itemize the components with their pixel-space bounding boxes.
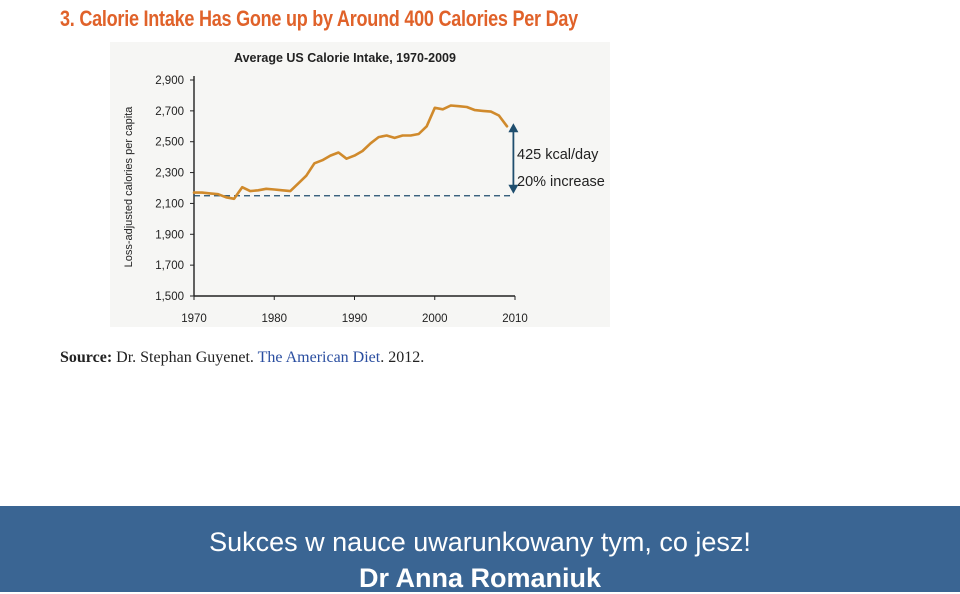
source-citation: Source: Dr. Stephan Guyenet. The America… <box>60 349 424 367</box>
footer-slogan: Sukces w nauce uwarunkowany tym, co jesz… <box>209 527 751 557</box>
annotation-percent: 20% increase <box>517 174 605 190</box>
data-point <box>313 162 316 165</box>
data-point <box>385 134 388 137</box>
data-point <box>273 188 276 191</box>
data-point <box>241 186 243 189</box>
data-point <box>361 150 364 152</box>
increase-arrow-head-up <box>508 123 519 133</box>
data-point <box>217 193 219 195</box>
x-tick-label: 2000 <box>422 313 448 325</box>
y-tick-label: 2,500 <box>155 137 184 149</box>
data-point <box>249 190 251 192</box>
x-tick-label: 1980 <box>261 313 287 325</box>
slide-headline: 3. Calorie Intake Has Gone up by Around … <box>60 6 578 31</box>
data-point <box>265 187 268 190</box>
data-point <box>193 191 195 194</box>
annotation-kcal: 425 kcal/day <box>517 147 599 163</box>
source-year: . 2012. <box>380 349 425 366</box>
data-point <box>506 125 508 128</box>
data-point <box>401 134 404 137</box>
x-tick-label: 2010 <box>502 313 528 325</box>
y-tick-label: 2,100 <box>155 198 184 210</box>
data-point <box>482 110 484 112</box>
data-point <box>353 154 356 157</box>
data-point <box>409 134 412 137</box>
data-point <box>393 137 396 139</box>
data-point <box>225 196 227 199</box>
data-point <box>257 189 259 192</box>
data-point <box>337 151 340 154</box>
data-point <box>369 142 372 145</box>
calorie-series-line <box>192 104 509 201</box>
source-title-link[interactable]: The American Diet <box>257 349 381 366</box>
data-point <box>466 106 468 108</box>
data-point <box>441 108 444 111</box>
y-tick-label: 2,300 <box>155 168 184 180</box>
chart-title: Average US Calorie Intake, 1970-2009 <box>234 51 456 65</box>
y-tick-label: 1,500 <box>155 291 184 303</box>
data-point <box>458 105 460 108</box>
data-point <box>490 110 492 113</box>
data-point <box>498 114 500 117</box>
source-author: Dr. Stephan Guyenet. <box>112 349 258 366</box>
footer-author: Dr Anna Romaniuk <box>358 563 602 593</box>
y-tick-label: 2,900 <box>155 75 184 87</box>
data-point <box>329 154 332 157</box>
calorie-line-chart: Average US Calorie Intake, 1970-2009 Los… <box>123 51 605 325</box>
data-point <box>425 125 428 128</box>
data-point <box>377 136 380 138</box>
data-point <box>289 190 292 192</box>
data-point <box>233 198 235 200</box>
x-tick-label: 1990 <box>342 313 368 325</box>
y-axis-label: Loss-adjusted calories per capita <box>123 106 135 268</box>
chart-panel: Average US Calorie Intake, 1970-2009 Los… <box>110 42 610 327</box>
data-point <box>209 192 211 195</box>
increase-arrow-head-down <box>508 184 519 194</box>
data-point <box>201 191 203 194</box>
data-point <box>281 189 284 192</box>
data-point <box>297 182 300 185</box>
y-tick-label: 2,700 <box>155 106 184 118</box>
data-point <box>450 104 452 107</box>
data-point <box>417 133 420 135</box>
footer-banner: Sukces w nauce uwarunkowany tym, co jesz… <box>0 506 960 593</box>
data-point <box>474 109 476 111</box>
x-tick-label: 1970 <box>181 313 207 325</box>
source-label: Source: <box>60 349 113 366</box>
y-tick-label: 1,700 <box>155 260 184 272</box>
data-point <box>433 106 436 109</box>
data-point <box>305 174 308 177</box>
data-point <box>321 159 324 162</box>
data-point <box>345 157 348 160</box>
y-tick-label: 1,900 <box>155 229 184 241</box>
